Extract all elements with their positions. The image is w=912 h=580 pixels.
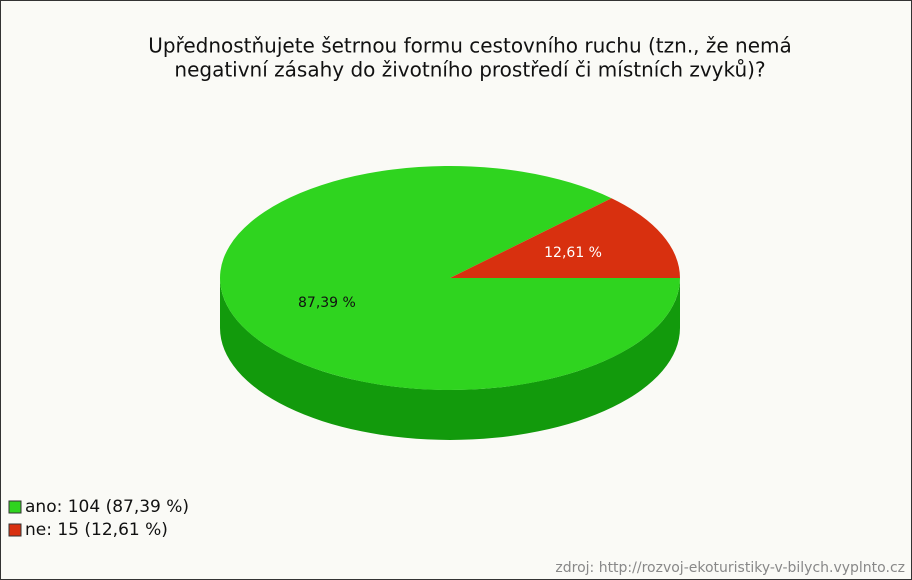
chart-title: Upřednostňujete šetrnou formu cestovního… (148, 34, 792, 58)
pie-slice (450, 198, 680, 278)
pie-slice (219, 165, 680, 390)
legend-label: ano: 104 (87,39 %) (25, 497, 189, 517)
chart-title: negativní zásahy do životního prostředí … (174, 58, 765, 82)
legend-swatch (8, 523, 22, 537)
legend-swatch (8, 500, 22, 514)
source: zdroj: http://rozvoj-ekoturistiky-v-bily… (555, 560, 905, 576)
data-label: 12,61 % (544, 245, 602, 261)
data-label: 87,39 % (298, 295, 356, 311)
pie-side (220, 278, 680, 440)
legend-label: ne: 15 (12,61 %) (25, 520, 168, 540)
